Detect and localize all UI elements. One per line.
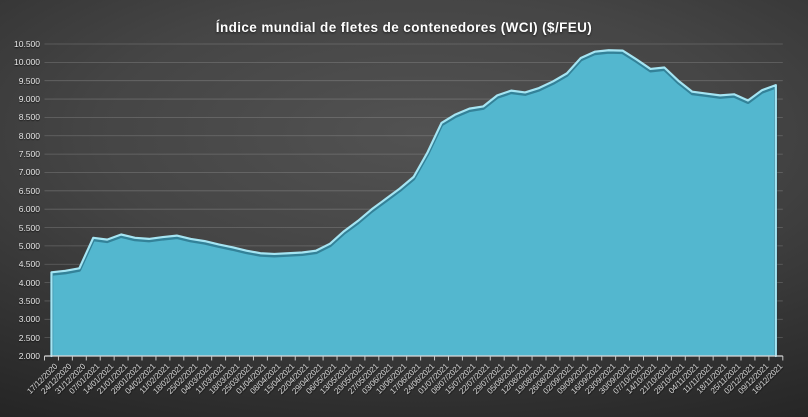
y-axis-label: 7.500 [18,149,40,160]
y-axis-label: 2.000 [18,351,40,361]
y-axis-label: 9.500 [18,75,40,86]
y-axis-label: 10.000 [14,57,40,68]
y-axis-label: 6.000 [18,204,40,215]
y-axis-label: 9.000 [18,94,40,105]
y-axis-label: 7.000 [18,167,40,178]
y-axis-label: 8.500 [18,112,40,123]
y-axis-label: 2.500 [18,332,40,343]
y-axis-label: 5.000 [18,240,40,251]
y-axis-label: 8.000 [18,130,40,141]
y-axis-label: 4.500 [18,259,40,270]
y-axis-label: 3.500 [18,295,40,306]
area-edge-shadow [49,50,778,358]
y-axis-label: 6.500 [18,185,40,196]
area-series [51,50,776,357]
y-axis-label: 5.500 [18,222,40,233]
y-axis-label: 4.000 [18,277,40,288]
area-edge-highlight [50,49,777,358]
y-axis-label: 3.000 [18,314,40,325]
chart-title: Índice mundial de fletes de contenedores… [215,20,593,35]
y-axis-label: 10.500 [14,39,40,49]
